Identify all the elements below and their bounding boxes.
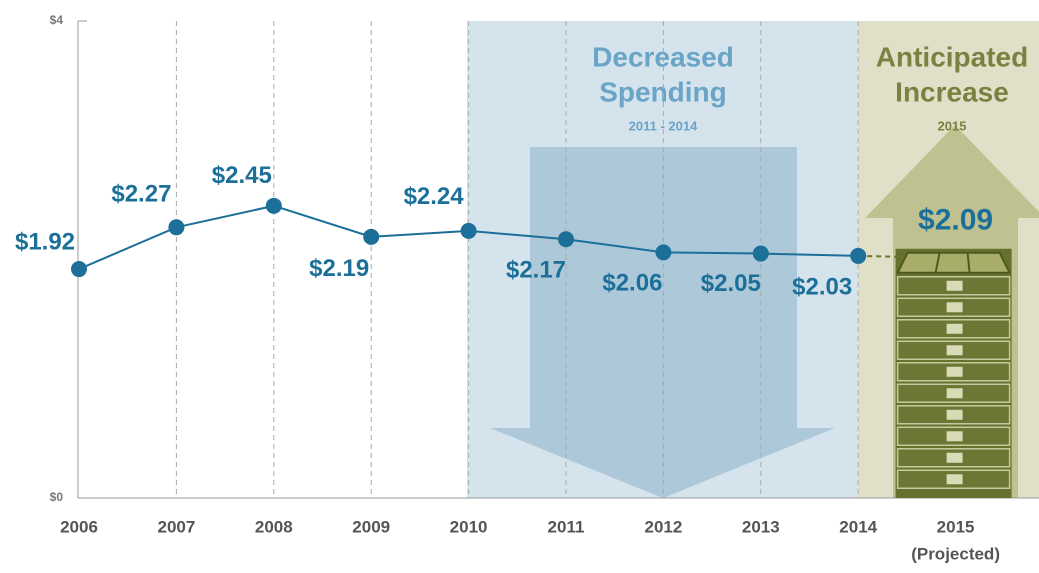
stack-band bbox=[946, 474, 963, 485]
data-point bbox=[363, 228, 380, 245]
data-point bbox=[558, 231, 574, 248]
annotation: Anticipated bbox=[876, 41, 1028, 72]
value-label: $2.24 bbox=[404, 183, 465, 210]
stack-top bbox=[895, 251, 1012, 274]
stack-band bbox=[946, 302, 963, 313]
annotation: 2011 - 2014 bbox=[629, 118, 698, 133]
annotation: Increase bbox=[895, 76, 1009, 107]
stack-band bbox=[946, 431, 963, 442]
stack-divider bbox=[934, 252, 941, 273]
value-label: $2.06 bbox=[602, 270, 662, 297]
x-tick-label: 2009 bbox=[352, 517, 390, 536]
x-tick-label: 2007 bbox=[157, 517, 195, 536]
data-point bbox=[265, 197, 282, 214]
stack-divider bbox=[966, 252, 971, 273]
x-tick-note: (Projected) bbox=[911, 544, 1000, 563]
projection-link bbox=[858, 254, 898, 258]
stack-band bbox=[946, 323, 963, 334]
annotation: 2015 bbox=[938, 118, 967, 133]
data-point bbox=[850, 247, 867, 264]
y-tick-label: $0 bbox=[50, 490, 64, 504]
data-point bbox=[655, 244, 672, 261]
x-tick-label: 2014 bbox=[839, 517, 877, 536]
x-tick-label: 2011 bbox=[548, 517, 585, 536]
stack-band bbox=[946, 345, 963, 356]
data-point bbox=[752, 245, 769, 262]
stack-band bbox=[946, 388, 963, 399]
value-label: $2.27 bbox=[111, 181, 171, 208]
data-point bbox=[71, 261, 87, 278]
x-tick-label: 2012 bbox=[644, 517, 682, 536]
value-label: $2.03 bbox=[792, 273, 852, 300]
value-label: $2.05 bbox=[701, 270, 761, 297]
value-label: $2.45 bbox=[212, 162, 272, 189]
data-point bbox=[168, 219, 185, 236]
stack-band bbox=[946, 409, 963, 420]
increase-annotation: Anticipated Increase 2015 bbox=[876, 41, 1028, 133]
stack-band bbox=[946, 452, 963, 463]
y-tick-label: $4 bbox=[50, 13, 64, 27]
value-label: $1.92 bbox=[15, 228, 75, 255]
stack-band bbox=[946, 366, 963, 377]
value-label: $2.17 bbox=[506, 257, 566, 284]
value-label: $2.09 bbox=[918, 204, 993, 237]
x-tick-label: 2006 bbox=[60, 517, 98, 536]
x-tick-label: 2015 bbox=[937, 517, 975, 536]
x-tick-label: 2008 bbox=[255, 517, 293, 536]
data-point bbox=[460, 222, 477, 239]
value-label: $2.19 bbox=[309, 255, 369, 282]
x-tick-label: 2013 bbox=[742, 517, 780, 536]
x-tick-label: 2010 bbox=[450, 517, 488, 536]
down-arrow bbox=[490, 147, 835, 498]
stack-band bbox=[946, 280, 963, 291]
